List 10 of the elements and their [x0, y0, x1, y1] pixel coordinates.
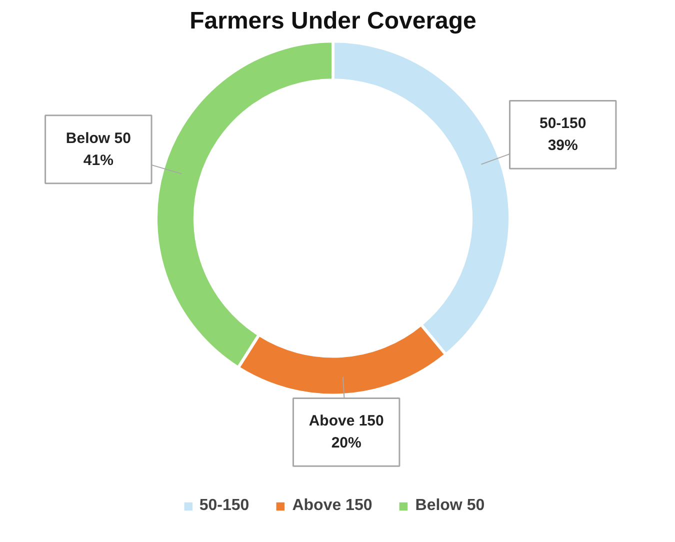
slice-label: Below 50 — [66, 130, 131, 147]
legend-label: Below 50 — [415, 497, 485, 515]
data-label: 39% — [548, 137, 578, 154]
legend-label: Above 150 — [292, 497, 372, 515]
data-label: 41% — [83, 152, 114, 169]
chart-title: Farmers Under Coverage — [190, 8, 476, 34]
data-label: 20% — [331, 434, 362, 452]
slice-label: Above 150 — [308, 412, 384, 430]
legend-label: 50-150 — [199, 497, 250, 515]
slice-label: 50-150 — [540, 115, 586, 132]
